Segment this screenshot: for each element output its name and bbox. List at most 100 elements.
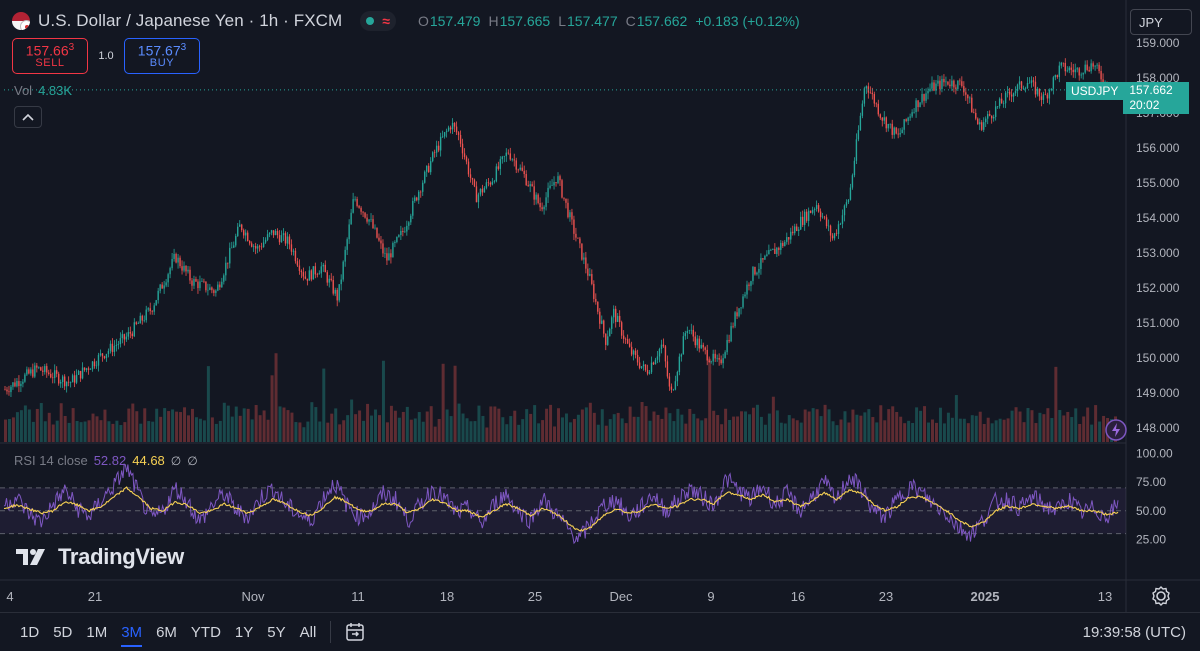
candle-body (430, 161, 432, 173)
candle-body (42, 370, 44, 372)
candle-body (796, 226, 798, 232)
range-button-5y[interactable]: 5Y (267, 623, 286, 641)
volume-bar (851, 409, 855, 442)
volume-bar (744, 411, 747, 442)
candle-body (205, 281, 207, 291)
candle-body (565, 198, 567, 203)
candle-body (1078, 68, 1080, 76)
candle-body (272, 230, 275, 236)
candle-body (593, 283, 595, 299)
symbol-title[interactable]: U.S. Dollar / Japanese Yen · 1h · FXCM (38, 11, 343, 30)
volume-bar (1038, 412, 1042, 442)
candle-body (943, 78, 945, 83)
volume-bar (250, 419, 254, 442)
volume-bar (596, 424, 600, 442)
candle-body (945, 81, 947, 83)
ohlc-values: O157.479 H157.665 L157.477 C157.662 +0.1… (418, 13, 800, 29)
volume-bar (409, 419, 413, 442)
candle-body (825, 217, 828, 227)
ohlc-low-label: L (558, 13, 566, 29)
currency-button[interactable]: JPY (1130, 9, 1192, 35)
candle-body (662, 344, 665, 347)
candle-body (988, 114, 991, 116)
candle-body (965, 92, 967, 95)
volume-bar (875, 422, 879, 442)
candle-body (676, 371, 679, 382)
candle-body (581, 243, 583, 260)
candle-body (117, 344, 120, 345)
candle-body (65, 381, 68, 387)
volume-bar (919, 410, 923, 442)
lightning-icon[interactable] (1104, 418, 1128, 442)
volume-bar (362, 420, 366, 442)
volume-bar (270, 375, 274, 442)
candle-body (386, 253, 388, 261)
volume-bar (990, 423, 994, 442)
candle-body (107, 350, 110, 354)
candle-body (93, 361, 96, 367)
market-status-pill[interactable]: ≈ (360, 11, 396, 31)
range-button-ytd[interactable]: YTD (190, 623, 221, 641)
volume-bar (55, 420, 59, 442)
volume-bar (887, 409, 891, 442)
clock-timezone[interactable]: 19:39:58 (UTC) (1082, 623, 1186, 641)
candle-body (123, 334, 126, 340)
candle-body (551, 185, 553, 186)
volume-bar (982, 424, 986, 442)
volume-bar (159, 416, 163, 442)
candle-body (115, 344, 118, 346)
volume-bar (907, 420, 911, 442)
range-button-all[interactable]: All (299, 623, 317, 641)
candle-body (392, 243, 394, 258)
volume-bar (27, 409, 31, 442)
candle-body (412, 201, 414, 216)
volume-bar (107, 421, 111, 442)
range-button-1d[interactable]: 1D (20, 623, 40, 641)
quantity-value[interactable]: 1.0 (98, 50, 114, 62)
sell-button[interactable]: 157.663 SELL (12, 38, 88, 74)
candle-body (1028, 83, 1031, 84)
range-button-6m[interactable]: 6M (156, 623, 177, 641)
buy-button[interactable]: 157.673 BUY (124, 38, 200, 74)
candle-body (839, 223, 842, 225)
range-selector: 1D 5D 1M 3M 6M YTD 1Y 5Y All (20, 623, 317, 647)
candle-body (71, 375, 74, 383)
range-button-3m[interactable]: 3M (121, 623, 143, 647)
volume-bar (1022, 422, 1026, 442)
volume-bar (871, 417, 875, 442)
volume-bar (561, 417, 564, 442)
candle-body (983, 122, 985, 130)
candle-body (778, 247, 780, 250)
volume-bar (899, 416, 903, 442)
candle-body (408, 222, 410, 226)
candle-body (933, 82, 935, 91)
volume-bar (525, 409, 529, 442)
candle-body (362, 211, 364, 213)
range-button-1y[interactable]: 1Y (234, 623, 254, 641)
volume-bar (831, 421, 835, 442)
candle-body (127, 332, 130, 337)
volume-bar (143, 408, 147, 442)
candle-body (702, 344, 704, 348)
gear-icon[interactable] (1150, 585, 1172, 607)
date-range-icon[interactable] (343, 620, 367, 644)
range-button-5d[interactable]: 5D (53, 623, 73, 641)
candle-body (1062, 62, 1064, 64)
volume-bar (266, 419, 270, 442)
volume-bar (163, 408, 167, 442)
volume-bar (1078, 423, 1082, 442)
candle-body (646, 370, 649, 374)
collapse-legend-button[interactable] (14, 106, 42, 128)
volume-bar (1090, 424, 1094, 442)
volume-bar (19, 410, 23, 442)
candle-body (664, 346, 667, 362)
candle-body (153, 305, 155, 312)
range-button-1m[interactable]: 1M (86, 623, 108, 641)
volume-bar (433, 426, 437, 442)
candle-body (835, 233, 838, 235)
market-open-dot-icon (366, 17, 375, 25)
volume-bar (620, 418, 624, 442)
candle-body (583, 257, 585, 260)
candle-body (770, 249, 772, 251)
candle-body (1040, 96, 1043, 100)
